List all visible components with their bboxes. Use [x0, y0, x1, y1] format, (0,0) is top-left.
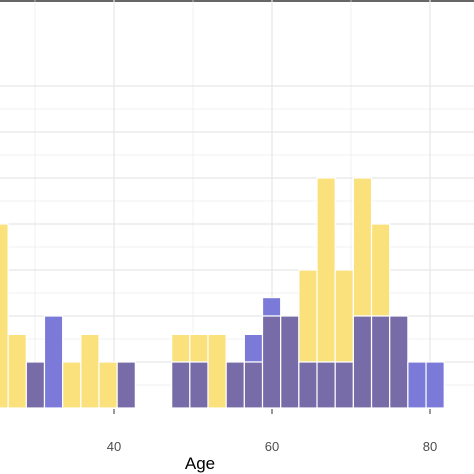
- histogram-bar-overlap: [298, 361, 318, 409]
- histogram-bar-overlap: [334, 361, 354, 409]
- histogram-bar: [407, 361, 427, 409]
- histogram-bars: [0, 177, 445, 409]
- histogram-bar-overlap: [171, 361, 191, 409]
- histogram-bar-overlap: [189, 361, 209, 409]
- histogram-bar: [261, 297, 282, 317]
- histogram-bar-overlap: [316, 361, 336, 409]
- x-tick-label: 40: [107, 439, 121, 454]
- histogram-bar: [425, 361, 445, 409]
- histogram-bar: [98, 361, 118, 409]
- x-tick-label: 60: [265, 439, 279, 454]
- x-axis-title: Age: [185, 454, 215, 473]
- x-tick-label: 80: [423, 439, 437, 454]
- histogram-bar: [189, 333, 209, 363]
- histogram-bar-overlap: [280, 315, 300, 409]
- histogram-bar-overlap: [389, 315, 409, 409]
- histogram-bar-overlap: [370, 315, 391, 409]
- histogram-bar-overlap: [243, 361, 264, 409]
- histogram-bar: [298, 269, 318, 363]
- histogram-bar: [352, 177, 373, 317]
- histogram-bar-overlap: [225, 361, 245, 409]
- histogram-bar-overlap: [116, 361, 136, 409]
- x-axis: 40 60 80: [107, 409, 437, 454]
- histogram-bar: [62, 361, 82, 409]
- histogram-bar: [0, 223, 9, 409]
- histogram-bar: [243, 333, 264, 363]
- histogram-bar-overlap: [352, 315, 373, 409]
- histogram-bar: [370, 223, 391, 317]
- histogram-bar: [316, 177, 336, 363]
- histogram-bar: [80, 333, 100, 409]
- histogram-bar: [334, 269, 354, 363]
- histogram-bar-overlap: [261, 315, 282, 409]
- histogram-bar: [171, 333, 191, 363]
- histogram-bar: [43, 315, 64, 409]
- histogram-bar-overlap: [25, 361, 46, 409]
- histogram-bar: [207, 333, 227, 409]
- histogram-bar: [7, 333, 27, 409]
